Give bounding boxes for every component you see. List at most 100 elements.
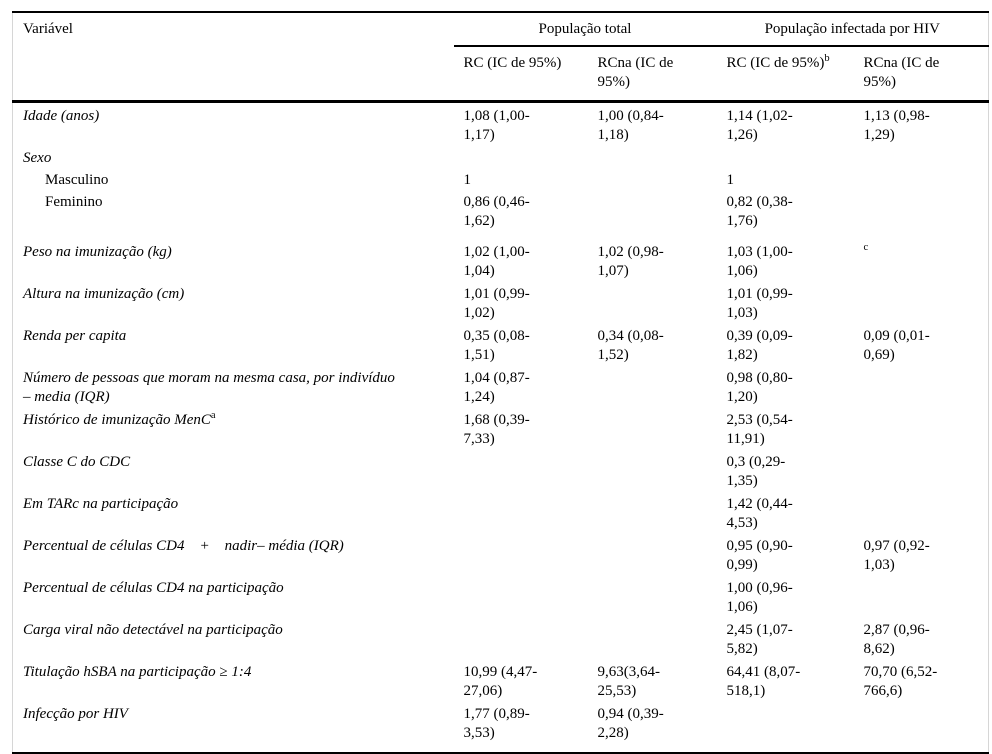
row-label: Histórico de imunização MenCa	[23, 411, 216, 428]
cell-value	[854, 193, 989, 243]
cell-value: 1,08 (1,00- 1,17)	[463, 108, 530, 143]
cell-value: 1,13 (0,98- 1,29)	[863, 108, 930, 143]
table-row: Feminino 0,86 (0,46- 1,62) 0,82 (0,38- 1,7…	[13, 193, 989, 243]
cell-value: 1,00 (0,96- 1,06)	[726, 580, 793, 615]
group-header-populacao-total: População total	[453, 12, 717, 47]
cell-value	[588, 171, 717, 193]
cell-value: 1,00 (0,84- 1,18)	[597, 108, 664, 143]
column-header-label: RC (IC de 95%)	[463, 55, 562, 71]
cell-value	[454, 621, 588, 663]
group-header-populacao-hiv: População infectada por HIV	[716, 12, 989, 47]
table-row: Masculino 1 1	[13, 171, 989, 193]
column-header-rc-total: RC (IC de 95%)	[453, 46, 588, 103]
table-row: Peso na imunização (kg) 1,02 (1,00- 1,04)…	[13, 243, 989, 285]
cell-value: 70,70 (6,52- 766,6)	[863, 664, 938, 699]
cell-value: 0,3 (0,29- 1,35)	[726, 454, 786, 489]
table-header: Variável População total População infec…	[12, 12, 989, 103]
table-body: Idade (anos) 1,08 (1,00- 1,17) 1,00 (0,84-…	[13, 102, 989, 754]
row-label: Renda per capita	[23, 328, 127, 344]
row-label: Percentual de células CD4 na participaçã…	[23, 580, 284, 596]
cell-value	[588, 149, 717, 171]
cell-value	[588, 579, 717, 621]
cell-value	[854, 495, 989, 537]
row-label: Idade (anos)	[23, 108, 100, 124]
cell-value	[588, 193, 717, 243]
table-row: Percentual de células CD4 + nadir– média…	[13, 537, 989, 579]
cell-value	[854, 453, 989, 495]
cell-value	[588, 411, 717, 453]
table-row: Infecção por HIV 1,77 (0,89- 3,53) 0,94 (0…	[13, 705, 989, 753]
cell-value	[854, 149, 989, 171]
row-label: Sexo	[23, 150, 52, 166]
row-label: Carga viral não detectável na participaç…	[23, 622, 283, 638]
row-label: Feminino	[45, 194, 103, 210]
cell-value: 0,97 (0,92- 1,03)	[863, 538, 930, 573]
cell-value: 1,01 (0,99- 1,02)	[463, 286, 530, 321]
cell-value: 0,86 (0,46- 1,62)	[463, 194, 530, 229]
cell-value	[854, 369, 989, 411]
cell-value: 0,35 (0,08- 1,51)	[463, 328, 530, 363]
table-row: Classe C do CDC 0,3 (0,29- 1,35)	[13, 453, 989, 495]
cell-value: 1,01 (0,99- 1,03)	[726, 286, 793, 321]
row-label: Titulação hSBA na participação ≥ 1:4	[23, 664, 252, 680]
cell-value: 2,53 (0,54- 11,91)	[726, 412, 793, 447]
cell-value: 10,99 (4,47- 27,06)	[463, 664, 538, 699]
column-header-label: RCna (IC de 95%)	[597, 55, 674, 90]
cell-value	[454, 495, 588, 537]
cell-value	[717, 705, 854, 753]
row-label: Peso na imunização (kg)	[23, 244, 172, 260]
row-label: Masculino	[45, 172, 109, 188]
cell-value	[588, 537, 717, 579]
row-label: Altura na imunização (cm)	[23, 286, 185, 302]
cell-value: 0,98 (0,80- 1,20)	[726, 370, 793, 405]
cell-value: 64,41 (8,07- 518,1)	[726, 664, 801, 699]
cell-value	[454, 149, 588, 171]
cell-value: 1,77 (0,89- 3,53)	[463, 706, 530, 741]
cell-value: 1	[726, 172, 735, 188]
cell-value	[854, 285, 989, 327]
cell-value	[454, 579, 588, 621]
cell-value: 0,34 (0,08- 1,52)	[597, 328, 664, 363]
cell-value	[454, 453, 588, 495]
cell-value: 1,14 (1,02- 1,26)	[726, 108, 793, 143]
table-row: Renda per capita 0,35 (0,08- 1,51) 0,34 (0…	[13, 327, 989, 369]
column-header-rcna-total: RCna (IC de 95%)	[587, 46, 717, 103]
table-row: Carga viral não detectável na participaç…	[13, 621, 989, 663]
cell-value: 1,42 (0,44- 4,53)	[726, 496, 793, 531]
sub-header-row: RC (IC de 95%) RCna (IC de 95%) RC (IC d…	[13, 46, 989, 103]
column-header-label: RCna (IC de 95%)	[863, 55, 940, 90]
cell-value: 0,95 (0,90- 0,99)	[726, 538, 793, 573]
footnote-marker-c: c	[863, 243, 869, 253]
cell-value	[588, 285, 717, 327]
group-header-row: Variável População total População infec…	[12, 12, 989, 103]
cell-value	[854, 579, 989, 621]
cell-value: 9,63(3,64- 25,53)	[597, 664, 661, 699]
cell-value: 0,09 (0,01- 0,69)	[863, 328, 930, 363]
cell-value: 2,45 (1,07- 5,82)	[726, 622, 793, 657]
cell-value: 0,39 (0,09- 1,82)	[726, 328, 793, 363]
cell-value: 1,02 (1,00- 1,04)	[463, 244, 530, 279]
table-row: Titulação hSBA na participação ≥ 1:4 10,9…	[13, 663, 989, 705]
table-row: Altura na imunização (cm) 1,01 (0,99- 1,0…	[13, 285, 989, 327]
row-label: Infecção por HIV	[23, 706, 128, 722]
paper-table-container: Variável População total População infec…	[12, 11, 990, 754]
column-header-rc-hiv: RC (IC de 95%)b	[716, 46, 854, 103]
cell-value	[854, 411, 989, 453]
row-label: Classe C do CDC	[23, 454, 131, 470]
cell-value	[588, 495, 717, 537]
cell-value	[454, 537, 588, 579]
table-row: Idade (anos) 1,08 (1,00- 1,17) 1,00 (0,84-…	[13, 102, 989, 150]
table-row: Sexo	[13, 149, 989, 171]
cell-value: 1,03 (1,00- 1,06)	[726, 244, 793, 279]
footnote-marker-b: b	[824, 53, 830, 64]
footnote-marker-a: a	[210, 411, 216, 421]
column-header-label: RC (IC de 95%)	[726, 55, 825, 71]
cell-value: 1,68 (0,39- 7,33)	[463, 412, 530, 447]
row-label: Percentual de células CD4 + nadir– média…	[23, 538, 344, 554]
column-header-variavel: Variável	[12, 12, 454, 103]
cell-value	[588, 453, 717, 495]
cell-value	[854, 171, 989, 193]
row-label: Número de pessoas que moram na mesma cas…	[23, 370, 395, 405]
cell-value	[588, 369, 717, 411]
table-row: Em TARc na participação 1,42 (0,44- 4,53)	[13, 495, 989, 537]
